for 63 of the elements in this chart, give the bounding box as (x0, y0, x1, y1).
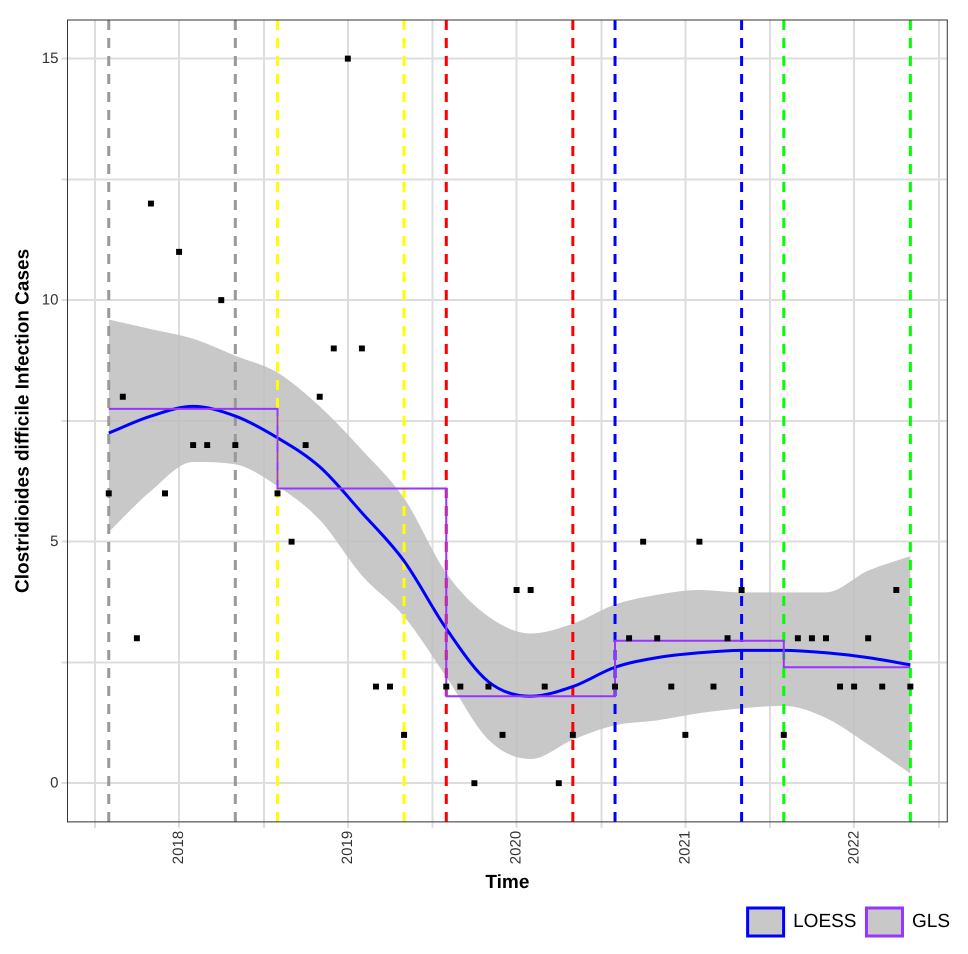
point (794, 635, 801, 642)
point (654, 635, 660, 642)
x-axis-title: Time (485, 872, 530, 893)
point (330, 345, 337, 352)
point (358, 345, 365, 352)
point (288, 538, 295, 545)
point (893, 587, 900, 593)
point (387, 684, 393, 690)
y-axis-title: Clostridioides difficile Infection Cases (12, 248, 34, 594)
x-tick-label: 2019 (338, 830, 356, 864)
point (626, 635, 632, 642)
y-tick-label: 15 (42, 50, 58, 67)
point (682, 732, 688, 738)
point (542, 684, 548, 690)
point (640, 538, 646, 545)
y-tick-label: 5 (50, 532, 58, 550)
point (218, 297, 224, 304)
point (134, 635, 140, 642)
point (120, 394, 126, 400)
point (612, 684, 618, 690)
point (556, 780, 562, 786)
point (190, 442, 196, 448)
point (570, 732, 576, 738)
point (907, 684, 914, 690)
point (274, 490, 280, 496)
x-tick-label: 2020 (508, 830, 525, 864)
point (528, 587, 534, 593)
point (808, 635, 815, 642)
point (851, 684, 858, 690)
point (457, 684, 464, 690)
point (865, 635, 872, 642)
point (162, 490, 168, 496)
point (232, 442, 238, 448)
point (514, 587, 520, 593)
point (302, 442, 309, 448)
x-tick-label: 2021 (676, 830, 694, 864)
point (106, 490, 112, 496)
point (879, 684, 886, 690)
point (724, 635, 731, 642)
point (668, 684, 674, 690)
legend-label: LOESS (793, 911, 856, 932)
point (837, 684, 844, 690)
point (485, 684, 492, 690)
point (316, 394, 323, 400)
point (780, 732, 787, 738)
legend-label: GLS (912, 911, 950, 932)
point (204, 442, 210, 448)
x-tick-label: 2018 (170, 830, 188, 864)
point (696, 538, 702, 545)
point (372, 684, 379, 690)
point (148, 200, 154, 207)
x-tick-label: 2022 (845, 830, 862, 864)
point (443, 684, 450, 690)
point (738, 587, 745, 593)
point (401, 732, 408, 738)
point (823, 635, 829, 642)
point (471, 780, 478, 786)
y-tick-label: 10 (42, 291, 58, 308)
point (710, 684, 716, 690)
point (176, 248, 182, 255)
y-tick-label: 0 (50, 774, 58, 792)
point (500, 732, 506, 738)
point (344, 56, 351, 62)
